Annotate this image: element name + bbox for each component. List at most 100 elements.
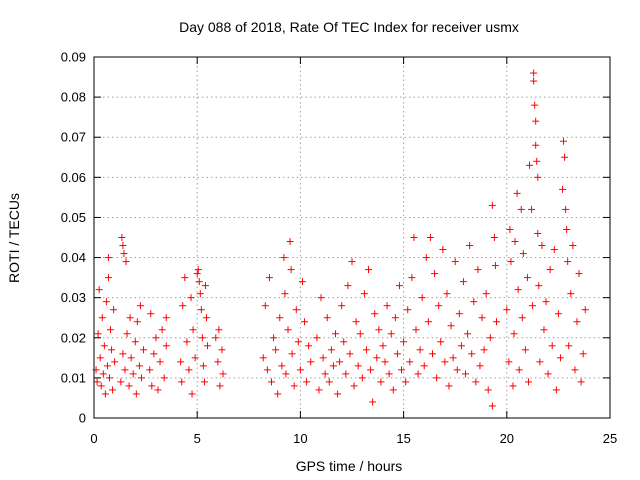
data-point bbox=[278, 362, 286, 370]
data-point bbox=[410, 234, 418, 241]
data-point bbox=[433, 374, 441, 382]
data-point bbox=[340, 338, 348, 346]
y-tick-label: 0.03 bbox=[61, 290, 86, 305]
data-point bbox=[507, 258, 515, 266]
data-point bbox=[534, 229, 542, 237]
data-point bbox=[389, 386, 397, 394]
data-point bbox=[449, 354, 457, 362]
data-point bbox=[197, 306, 205, 314]
data-point bbox=[133, 318, 141, 326]
data-point bbox=[542, 298, 550, 306]
data-point bbox=[350, 382, 358, 390]
data-point bbox=[132, 390, 140, 398]
data-point bbox=[532, 117, 540, 125]
data-point bbox=[556, 354, 564, 362]
data-point bbox=[538, 242, 546, 250]
x-tick-label: 10 bbox=[293, 431, 307, 446]
data-point bbox=[125, 382, 133, 390]
data-point bbox=[532, 141, 540, 149]
data-point bbox=[550, 246, 558, 254]
data-point bbox=[154, 386, 162, 394]
data-point bbox=[365, 266, 373, 274]
data-point bbox=[196, 290, 204, 298]
data-point bbox=[358, 374, 366, 382]
data-point bbox=[216, 382, 224, 390]
data-point bbox=[194, 266, 202, 274]
data-point bbox=[323, 314, 331, 322]
data-point bbox=[492, 318, 500, 326]
data-point bbox=[531, 101, 539, 109]
data-point bbox=[563, 225, 571, 233]
data-point bbox=[108, 346, 116, 354]
data-point bbox=[564, 258, 572, 266]
data-point bbox=[121, 366, 129, 374]
data-point bbox=[402, 378, 410, 386]
data-point bbox=[325, 378, 333, 386]
data-point bbox=[215, 326, 223, 334]
data-point bbox=[150, 350, 158, 358]
data-point bbox=[482, 290, 490, 298]
x-tick-label: 15 bbox=[396, 431, 410, 446]
data-point bbox=[189, 326, 197, 334]
data-point bbox=[464, 330, 472, 338]
data-point bbox=[270, 334, 278, 342]
x-tick-label: 5 bbox=[194, 431, 201, 446]
data-point bbox=[540, 326, 548, 334]
data-point bbox=[290, 382, 298, 390]
data-point bbox=[202, 314, 210, 322]
data-point bbox=[162, 342, 170, 350]
data-point bbox=[455, 310, 463, 318]
data-point bbox=[342, 370, 350, 378]
data-point bbox=[127, 354, 135, 362]
data-point bbox=[97, 382, 105, 390]
data-point bbox=[544, 370, 552, 378]
data-point bbox=[373, 354, 381, 362]
data-point bbox=[104, 254, 112, 262]
data-point bbox=[571, 366, 579, 374]
data-point bbox=[131, 338, 139, 346]
data-point bbox=[528, 205, 536, 213]
data-point bbox=[486, 334, 494, 342]
data-point bbox=[581, 306, 589, 314]
data-point bbox=[286, 238, 294, 246]
data-point bbox=[418, 294, 426, 302]
data-point bbox=[503, 306, 511, 314]
data-point bbox=[548, 342, 556, 350]
x-tick-label: 20 bbox=[500, 431, 514, 446]
data-point bbox=[200, 378, 208, 386]
data-point bbox=[354, 362, 362, 370]
data-point bbox=[301, 318, 309, 326]
data-point bbox=[137, 374, 145, 382]
data-point bbox=[188, 390, 196, 398]
data-point bbox=[362, 346, 370, 354]
data-point bbox=[521, 346, 529, 354]
data-point bbox=[447, 322, 455, 330]
y-tick-label: 0.09 bbox=[61, 50, 86, 65]
data-point bbox=[193, 270, 201, 278]
data-point bbox=[567, 290, 575, 298]
data-point bbox=[488, 201, 496, 209]
data-point bbox=[488, 402, 496, 410]
data-point bbox=[565, 342, 573, 350]
data-point bbox=[395, 282, 403, 290]
data-point bbox=[148, 382, 156, 390]
data-point bbox=[393, 350, 401, 358]
data-point bbox=[561, 153, 569, 161]
data-point bbox=[383, 302, 391, 310]
data-point bbox=[201, 282, 209, 290]
data-point bbox=[261, 302, 269, 310]
data-point bbox=[412, 326, 420, 334]
data-point bbox=[459, 278, 467, 286]
data-point bbox=[530, 69, 538, 77]
data-point bbox=[530, 77, 538, 85]
data-point bbox=[509, 382, 517, 390]
data-point bbox=[276, 314, 284, 322]
data-point bbox=[178, 378, 186, 386]
data-point bbox=[559, 185, 567, 193]
data-point bbox=[147, 310, 155, 318]
data-point bbox=[109, 386, 117, 394]
data-point bbox=[140, 346, 148, 354]
data-point bbox=[468, 350, 476, 358]
data-point bbox=[484, 386, 492, 394]
